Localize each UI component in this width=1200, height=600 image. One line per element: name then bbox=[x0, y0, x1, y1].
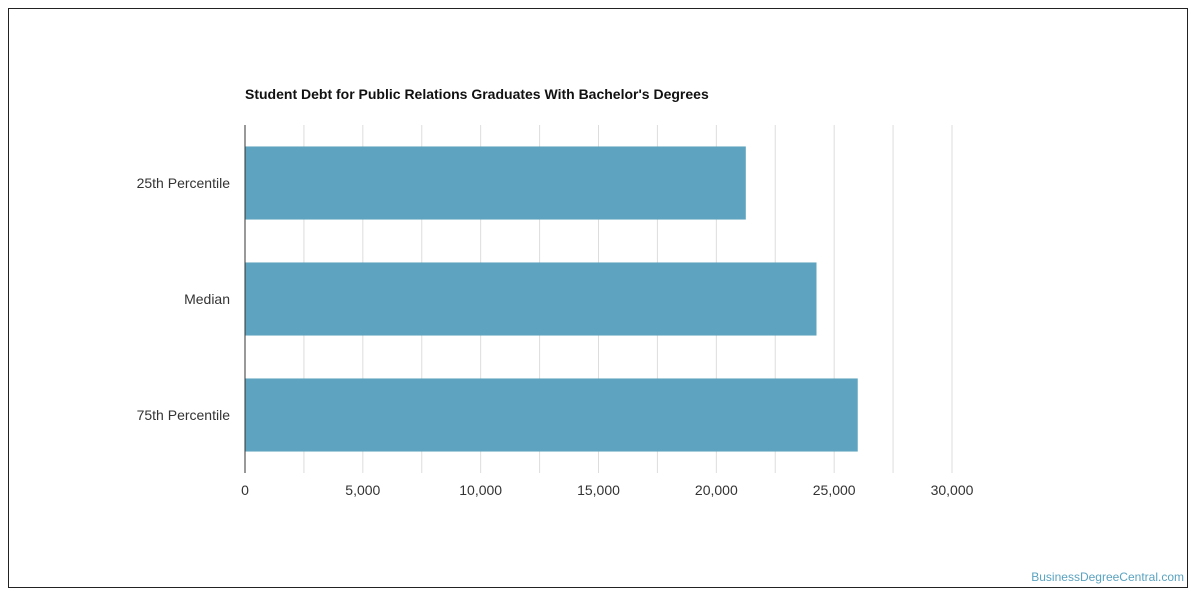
x-tick-label: 10,000 bbox=[459, 482, 502, 498]
x-tick-label: 30,000 bbox=[931, 482, 974, 498]
x-tick-label: 5,000 bbox=[345, 482, 380, 498]
x-tick-labels: 0 5,000 10,000 15,000 20,000 25,000 30,000 bbox=[241, 482, 974, 498]
x-tick-label: 20,000 bbox=[695, 482, 738, 498]
x-tick-label: 0 bbox=[241, 482, 249, 498]
chart-title: Student Debt for Public Relations Gradua… bbox=[245, 86, 709, 102]
category-label: Median bbox=[184, 291, 230, 307]
bar-25th-percentile bbox=[245, 146, 746, 220]
x-tick-label: 15,000 bbox=[577, 482, 620, 498]
bars bbox=[245, 146, 858, 452]
category-label: 25th Percentile bbox=[137, 175, 231, 191]
x-tick-label: 25,000 bbox=[813, 482, 856, 498]
watermark-link[interactable]: BusinessDegreeCentral.com bbox=[1031, 570, 1184, 584]
category-label: 75th Percentile bbox=[137, 407, 231, 423]
bar-median bbox=[245, 262, 817, 336]
category-labels: 25th Percentile Median 75th Percentile bbox=[137, 175, 231, 423]
bar-75th-percentile bbox=[245, 378, 858, 452]
